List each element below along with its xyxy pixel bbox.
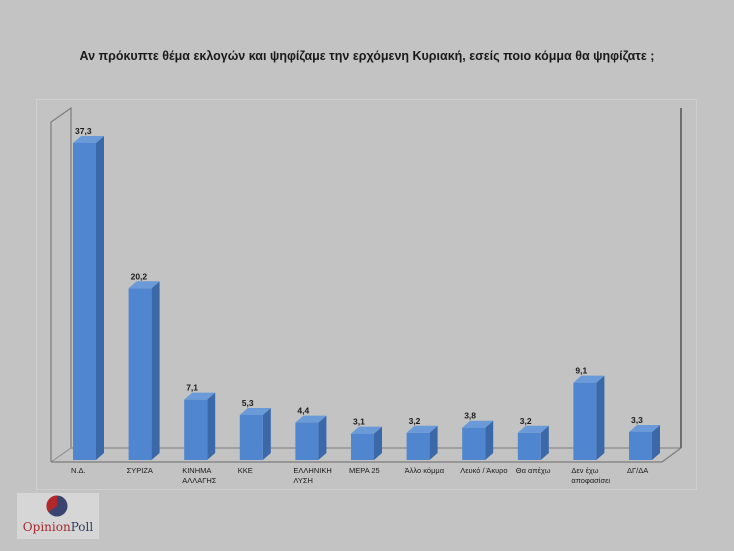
category-label: Θα απέχω bbox=[516, 466, 551, 475]
opinionpoll-logo: OpinionPoll bbox=[17, 493, 99, 539]
category-label: ΑΛΛΑΓΗΣ bbox=[182, 476, 217, 485]
category-label: ΜΕΡΑ 25 bbox=[349, 466, 380, 475]
bar: 3,1 bbox=[351, 417, 382, 460]
bar: 20,2 bbox=[128, 271, 160, 460]
value-label: 7,1 bbox=[186, 383, 198, 393]
category-label: ΛΥΣΗ bbox=[293, 476, 313, 485]
value-label: 3,2 bbox=[520, 416, 532, 426]
plot-area bbox=[36, 99, 697, 490]
value-label: 3,1 bbox=[353, 417, 365, 427]
bar: 4,4 bbox=[295, 406, 327, 460]
logo-text-opinion: Opinion bbox=[22, 520, 71, 534]
category-label: Δεν έχω bbox=[571, 466, 598, 475]
category-label: Λευκό / Άκυρο bbox=[460, 466, 507, 475]
bar: 3,3 bbox=[629, 415, 660, 460]
chart-title: Αν πρόκυπτε θέμα εκλογών και ψηφίζαμε τη… bbox=[79, 49, 655, 63]
bar: 7,1 bbox=[184, 383, 216, 460]
pie-logo-icon bbox=[46, 495, 68, 517]
value-label: 9,1 bbox=[575, 366, 587, 376]
value-label: 3,2 bbox=[409, 416, 421, 426]
value-label: 3,8 bbox=[464, 411, 476, 421]
value-label: 37,3 bbox=[75, 126, 92, 136]
category-label: αποφασίσει bbox=[571, 476, 610, 485]
value-label: 3,3 bbox=[631, 415, 643, 425]
bar: 3,2 bbox=[406, 416, 438, 460]
category-label: ΔΓ/ΔΑ bbox=[627, 466, 648, 475]
category-label: ΕΛΛΗΝΙΚΗ bbox=[293, 466, 331, 475]
logo-text-poll: Poll bbox=[70, 520, 94, 534]
value-label: 4,4 bbox=[297, 406, 309, 416]
value-label: 5,3 bbox=[242, 398, 254, 408]
category-label: ΚΚΕ bbox=[238, 466, 253, 475]
bar: 3,2 bbox=[517, 416, 549, 460]
bars-group: 37,3 20,2 7,1 5,3 4,4 3,1 3,2 3,8 3,2 9,1 3,3 bbox=[73, 126, 660, 460]
category-label: Άλλο κόμμα bbox=[405, 466, 445, 475]
bar: 9,1 bbox=[573, 366, 605, 460]
logo-text: OpinionPoll bbox=[17, 520, 99, 534]
category-label: ΚΙΝΗΜΑ bbox=[182, 466, 211, 475]
bar: 37,3 bbox=[73, 126, 104, 460]
bar: 3,8 bbox=[462, 411, 494, 460]
category-label: ΣΥΡΙΖΑ bbox=[127, 466, 153, 475]
bar: 5,3 bbox=[239, 398, 271, 460]
value-label: 20,2 bbox=[131, 271, 148, 281]
category-label: Ν.Δ. bbox=[71, 466, 86, 475]
